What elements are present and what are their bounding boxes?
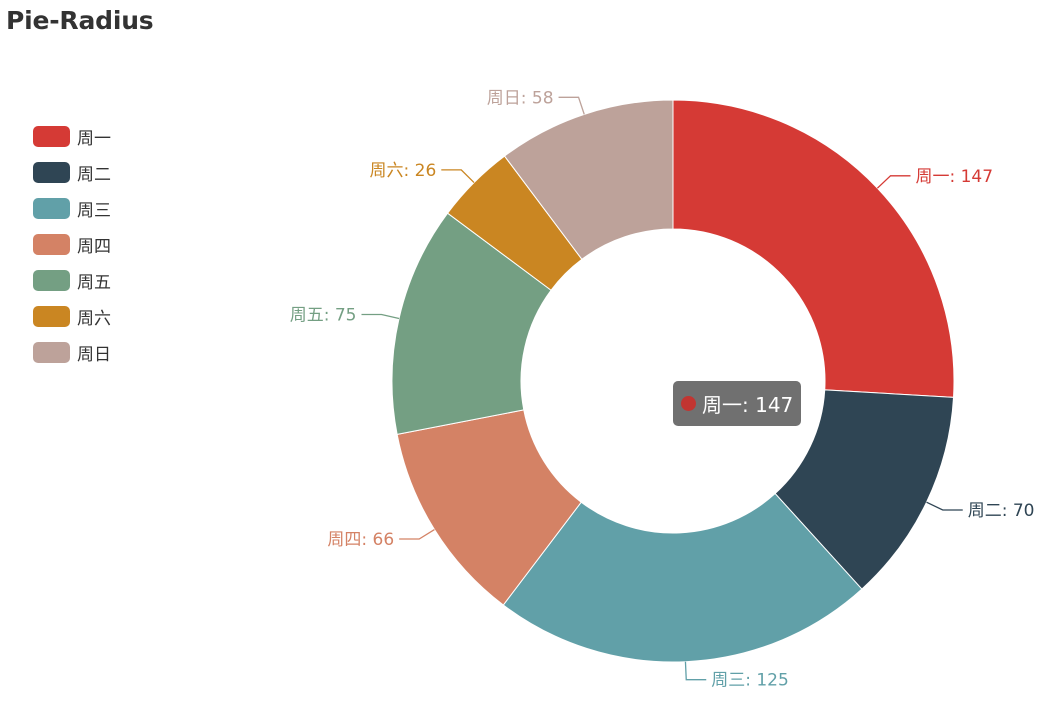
legend-swatch <box>33 305 70 327</box>
legend-label: 周三 <box>77 200 111 221</box>
legend-item-tue[interactable]: 周二 <box>33 160 111 185</box>
tooltip: 周一: 147 <box>673 381 801 426</box>
pie-slice-sun[interactable] <box>503 99 674 261</box>
legend-label: 周一 <box>77 128 111 149</box>
data-label: 周四: 66 <box>327 530 394 550</box>
legend-item-thu[interactable]: 周四 <box>33 232 111 257</box>
legend-label: 周二 <box>77 164 111 185</box>
label-line <box>441 169 475 184</box>
legend-item-fri[interactable]: 周五 <box>33 268 111 293</box>
tooltip-text: 周一: 147 <box>702 393 794 417</box>
legend-label: 周六 <box>77 308 111 329</box>
label-line <box>926 501 963 511</box>
pie-slice-mon[interactable] <box>672 99 955 398</box>
legend-item-sat[interactable]: 周六 <box>33 304 111 329</box>
legend-item-wed[interactable]: 周三 <box>33 196 111 221</box>
legend-swatch <box>33 341 70 363</box>
pie-slice-wed[interactable] <box>502 492 863 663</box>
label-line <box>361 313 400 320</box>
legend-label: 周五 <box>77 272 111 293</box>
legend: 周一 周二 周三 周四 周五 周六 周日 <box>33 124 111 376</box>
data-label: 周二: 70 <box>968 501 1035 521</box>
data-label: 周日: 58 <box>487 88 554 108</box>
legend-swatch <box>33 125 70 147</box>
legend-swatch <box>33 161 70 183</box>
legend-item-mon[interactable]: 周一 <box>33 124 111 149</box>
label-line <box>558 96 585 115</box>
label-line <box>684 661 707 681</box>
label-line <box>399 528 435 540</box>
legend-label: 周日 <box>77 344 111 365</box>
data-label: 周六: 26 <box>370 161 437 181</box>
data-label: 周一: 147 <box>915 167 993 187</box>
tooltip-marker <box>681 396 696 411</box>
legend-swatch <box>33 197 70 219</box>
legend-swatch <box>33 233 70 255</box>
data-label: 周三: 125 <box>711 671 789 691</box>
data-label: 周五: 75 <box>290 305 357 325</box>
legend-swatch <box>33 269 70 291</box>
label-line <box>876 175 911 189</box>
legend-item-sun[interactable]: 周日 <box>33 340 111 365</box>
legend-label: 周四 <box>77 236 111 257</box>
chart-title: Pie-Radius <box>6 6 154 35</box>
